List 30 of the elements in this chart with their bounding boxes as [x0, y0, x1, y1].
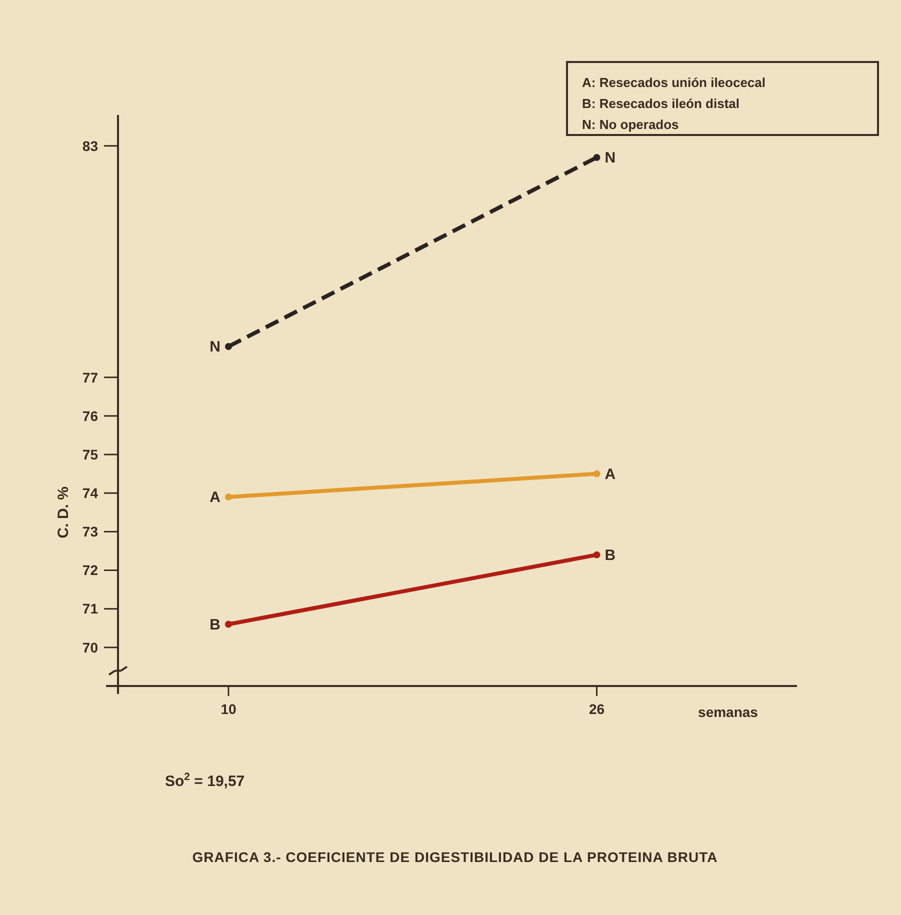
text: So$^{2}$ = 19,57 [165, 771, 245, 790]
annotation: N: No operados [582, 117, 679, 132]
y-tick-label: 73 [82, 524, 98, 540]
y-tick-label: 70 [82, 639, 98, 656]
point [593, 154, 600, 161]
x-tick-label: 26 [588, 701, 605, 717]
y-tick-label: 75 [82, 446, 98, 462]
series-label: N [604, 150, 616, 167]
point [593, 470, 600, 478]
y-tick-label: 76 [82, 408, 98, 424]
series-label: A [604, 466, 616, 484]
text: B: Resecados ileón distal [582, 96, 740, 111]
text: GRAFICA 3.- COEFICIENTE DE DIGESTIBILIDAD DE LA PROTEINA BRUTA [192, 849, 718, 865]
point [224, 493, 232, 500]
y-tick-label: 71 [82, 600, 98, 617]
series-label: B [604, 547, 616, 564]
point [224, 342, 232, 350]
x-tick-label: 10 [220, 701, 236, 717]
y-tick-label: 74 [82, 484, 98, 501]
y-tick-label: 72 [82, 562, 98, 578]
point [224, 620, 232, 628]
text: B [210, 616, 220, 634]
text: N [210, 338, 220, 356]
point [593, 551, 600, 558]
y-axis-title: C. D. % [55, 486, 72, 538]
text: A [210, 489, 220, 506]
y-tick-label: 83 [82, 138, 98, 154]
x-axis-title: semanas [698, 704, 758, 720]
y-tick-label: 77 [82, 369, 98, 386]
text: A: Resecados unión ileocecal [582, 75, 766, 90]
